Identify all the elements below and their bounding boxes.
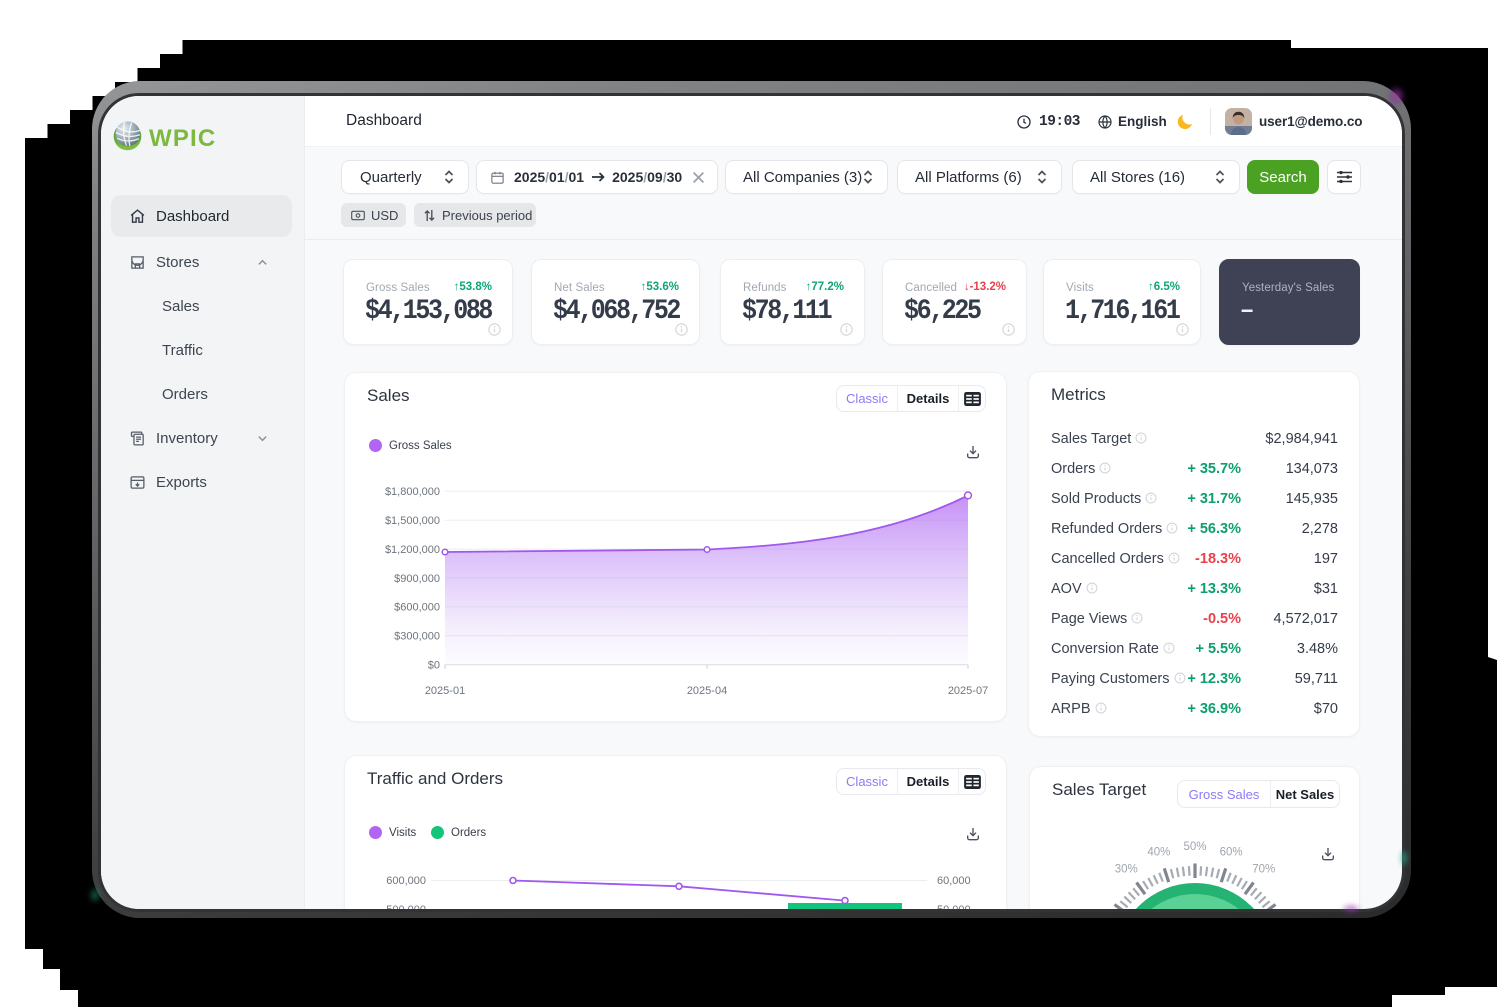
svg-text:2025-04: 2025-04 (687, 685, 727, 697)
svg-text:30%: 30% (1115, 863, 1138, 875)
svg-text:WPIC: WPIC (149, 125, 216, 152)
svg-text:$600,000: $600,000 (394, 602, 440, 614)
svg-text:500,000: 500,000 (386, 904, 426, 909)
svg-text:$1,800,000: $1,800,000 (385, 486, 440, 498)
svg-text:50,000: 50,000 (937, 904, 971, 909)
svg-text:60,000: 60,000 (937, 875, 971, 887)
svg-text:50%: 50% (1183, 841, 1206, 853)
svg-text:2025-01: 2025-01 (425, 685, 465, 697)
svg-text:40%: 40% (1147, 847, 1170, 859)
svg-text:60%: 60% (1220, 847, 1243, 859)
svg-text:70%: 70% (1252, 863, 1275, 875)
svg-text:$1,200,000: $1,200,000 (385, 544, 440, 556)
svg-text:600,000: 600,000 (386, 875, 426, 887)
svg-text:$300,000: $300,000 (394, 631, 440, 643)
svg-text:$1,500,000: $1,500,000 (385, 515, 440, 527)
svg-text:$900,000: $900,000 (394, 573, 440, 585)
svg-text:$0: $0 (428, 660, 440, 672)
svg-text:2025-07: 2025-07 (948, 685, 988, 697)
